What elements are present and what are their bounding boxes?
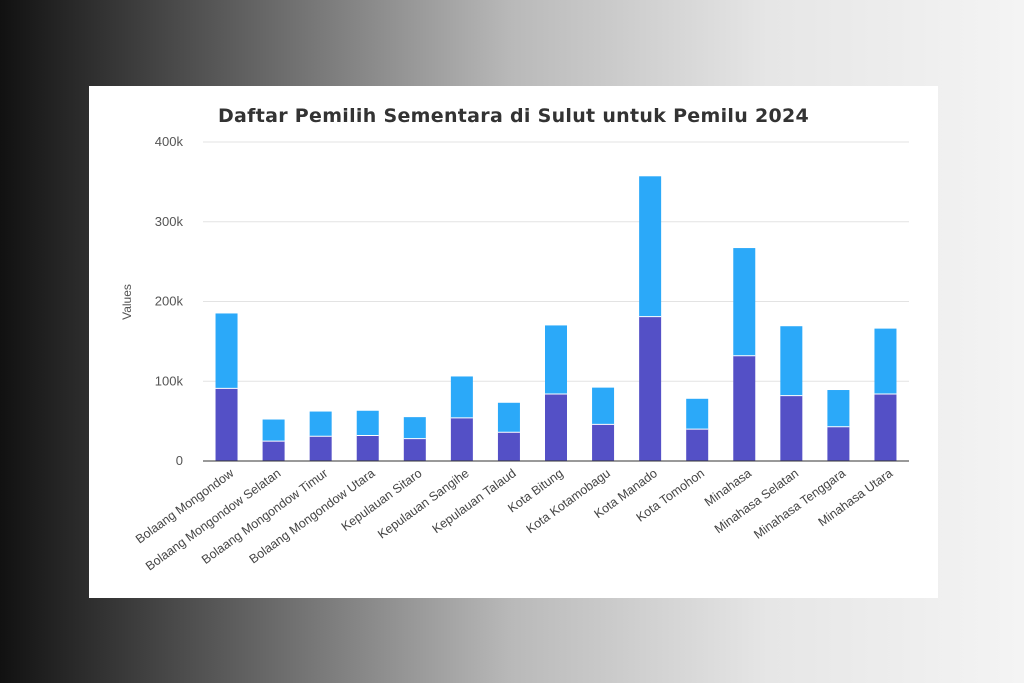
y-axis-label: Values [120, 284, 134, 320]
bar-segment-2[interactable] [262, 419, 285, 442]
bar-segment-1[interactable] [827, 426, 850, 461]
bar-segment-2[interactable] [497, 402, 520, 433]
bars [215, 176, 897, 461]
bar-segment-1[interactable] [309, 436, 332, 461]
bar-segment-2[interactable] [309, 411, 332, 437]
bar-segment-2[interactable] [733, 248, 756, 356]
bar-segment-2[interactable] [686, 398, 709, 430]
bar-segment-1[interactable] [215, 388, 238, 461]
bar-segment-2[interactable] [592, 387, 615, 425]
bar-segment-1[interactable] [262, 441, 285, 461]
y-tick-label: 100k [155, 373, 184, 388]
bar-segment-1[interactable] [733, 355, 756, 461]
y-tick-label: 400k [155, 134, 184, 149]
bar-segment-2[interactable] [874, 328, 897, 395]
bar-segment-1[interactable] [780, 395, 803, 461]
bar-segment-1[interactable] [450, 417, 473, 461]
y-tick-label: 300k [155, 214, 184, 229]
bar-segment-1[interactable] [403, 438, 426, 461]
bar-segment-1[interactable] [874, 394, 897, 461]
bar-segment-2[interactable] [356, 410, 379, 436]
bar-segment-1[interactable] [356, 435, 379, 461]
bar-segment-2[interactable] [545, 325, 567, 395]
bar-segment-1[interactable] [592, 424, 615, 461]
y-tick-label: 200k [155, 294, 184, 309]
x-tick-label: Kepulauan Talaud [430, 466, 519, 536]
bar-segment-1[interactable] [497, 432, 520, 461]
chart-card: Daftar Pemilih Sementara di Sulut untuk … [89, 86, 938, 598]
y-tick-label: 0 [176, 453, 183, 468]
bar-segment-2[interactable] [450, 376, 473, 418]
x-tick-label: Kota Kotamobagu [524, 466, 613, 536]
bar-segment-1[interactable] [545, 394, 567, 461]
bar-segment-2[interactable] [827, 390, 850, 427]
bar-segment-2[interactable] [639, 176, 662, 317]
bar-segment-1[interactable] [686, 429, 709, 461]
chart-title: Daftar Pemilih Sementara di Sulut untuk … [217, 105, 810, 127]
x-tick-label: Kepulauan Sitaro [339, 466, 425, 534]
bar-segment-2[interactable] [215, 313, 238, 389]
bar-segment-2[interactable] [780, 326, 803, 396]
bar-segment-2[interactable] [403, 417, 426, 439]
bar-segment-1[interactable] [639, 316, 662, 461]
